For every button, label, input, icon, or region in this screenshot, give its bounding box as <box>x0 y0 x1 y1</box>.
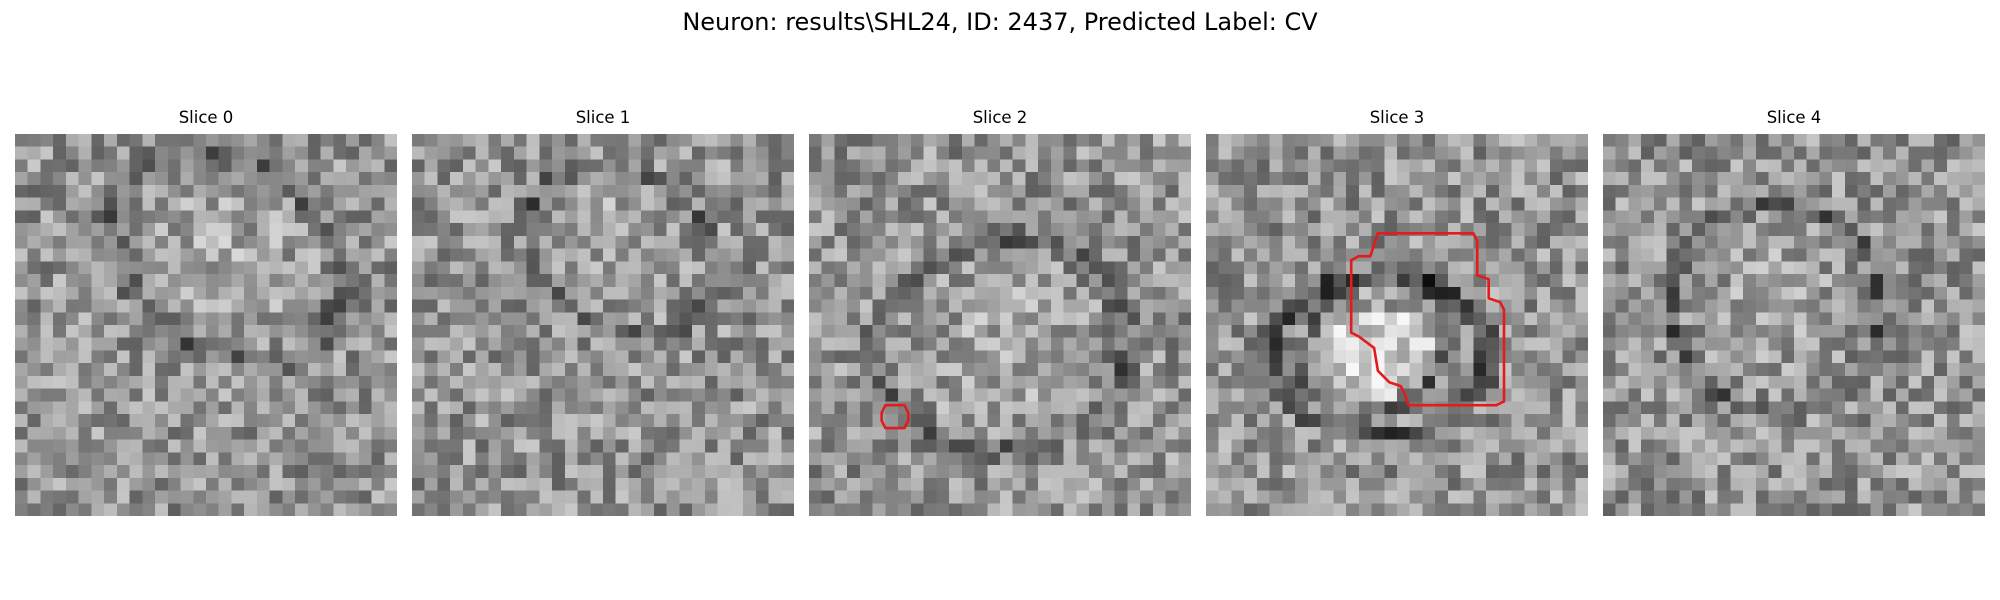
slice-image <box>412 134 794 516</box>
slice-title: Slice 2 <box>972 108 1028 127</box>
roi-contour <box>1349 232 1506 407</box>
slice-title: Slice 4 <box>1766 108 1822 127</box>
figure-title: Neuron: results\SHL24, ID: 2437, Predict… <box>682 8 1318 36</box>
slice-title: Slice 3 <box>1369 108 1425 127</box>
slice-image <box>1603 134 1985 516</box>
slice-image <box>1206 134 1588 516</box>
slice-image <box>809 134 1191 516</box>
slice-panel-1: Slice 1 <box>412 108 794 516</box>
slice-panel-3: Slice 3 <box>1206 108 1588 516</box>
slice-image <box>15 134 397 516</box>
slice-title: Slice 1 <box>575 108 631 127</box>
slice-title: Slice 0 <box>178 108 234 127</box>
slice-panel-2: Slice 2 <box>809 108 1191 516</box>
slice-panel-4: Slice 4 <box>1603 108 1985 516</box>
roi-contour <box>880 403 910 430</box>
slice-panel-0: Slice 0 <box>15 108 397 516</box>
